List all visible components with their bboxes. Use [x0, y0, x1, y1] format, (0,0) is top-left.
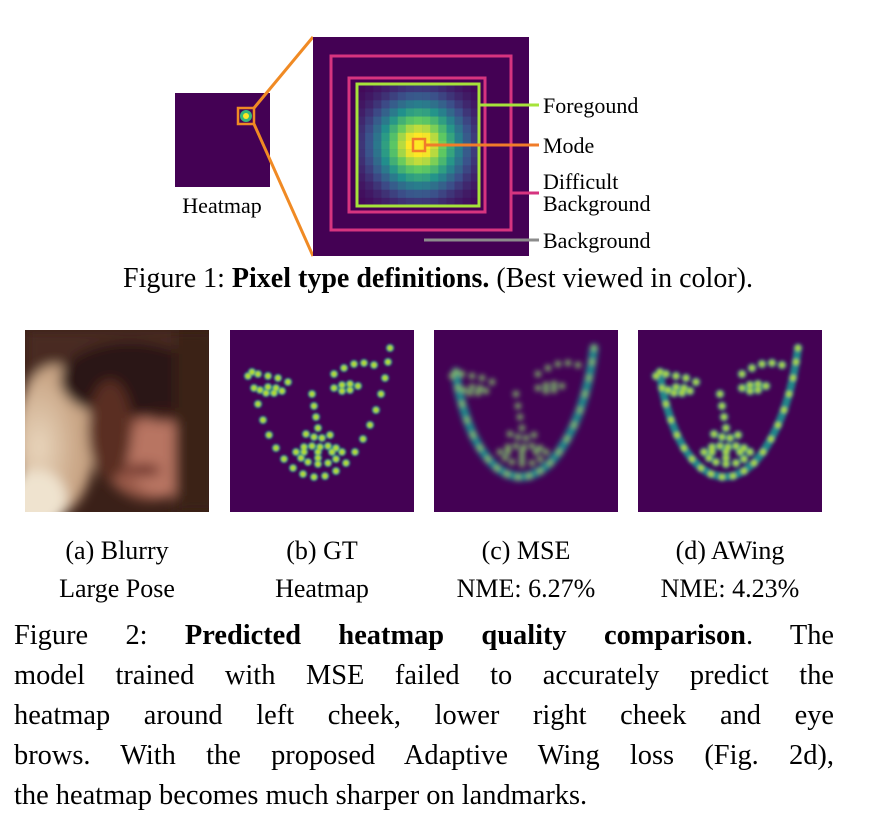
pixel-type-diagram: Heatmap Foregound Mode Difficult Backgro… — [175, 36, 651, 257]
figure1-caption-bold: Pixel type definitions. — [231, 263, 490, 294]
panel-gt-heatmap — [230, 330, 414, 512]
legend-foreground: Foregound — [543, 93, 638, 118]
panel-awing-heatmap — [638, 330, 822, 512]
blurry-face-image — [25, 330, 209, 512]
legend-background: Background — [543, 228, 651, 253]
gt-heatmap-image — [230, 330, 414, 512]
figure2-caption: Figure 2: Predicted heatmap quality comp… — [14, 620, 835, 811]
subcaption-a: (a) Blurry Large Pose — [59, 536, 175, 603]
zoomed-heatmap-pixels — [357, 84, 480, 207]
mse-heatmap-image — [434, 330, 618, 512]
zoom-line-top — [252, 36, 315, 109]
figure2-caption-bold: Predicted heatmap quality comparison — [184, 620, 746, 651]
difficult-background-box — [329, 54, 513, 232]
awing-heatmap-image — [638, 330, 822, 512]
heatmap-label: Heatmap — [182, 193, 261, 218]
legend-difficult-2: Background — [543, 191, 651, 216]
panel-blurry-face — [25, 330, 209, 512]
zoom-line-bottom — [252, 123, 315, 257]
panel-mse-heatmap — [434, 330, 618, 512]
subcaption-d: (d) AWing NME: 4.23% — [660, 536, 800, 603]
legend-mode: Mode — [543, 133, 594, 158]
figure1-caption: Figure 1: Pixel type definitions. (Best … — [123, 263, 753, 294]
subcaption-c: (c) MSE NME: 6.27% — [456, 536, 596, 603]
legend-difficult-1: Difficult — [543, 169, 618, 194]
small-heatmap-zoom-box — [236, 106, 256, 126]
subcaption-b: (b) GT Heatmap — [275, 536, 369, 603]
